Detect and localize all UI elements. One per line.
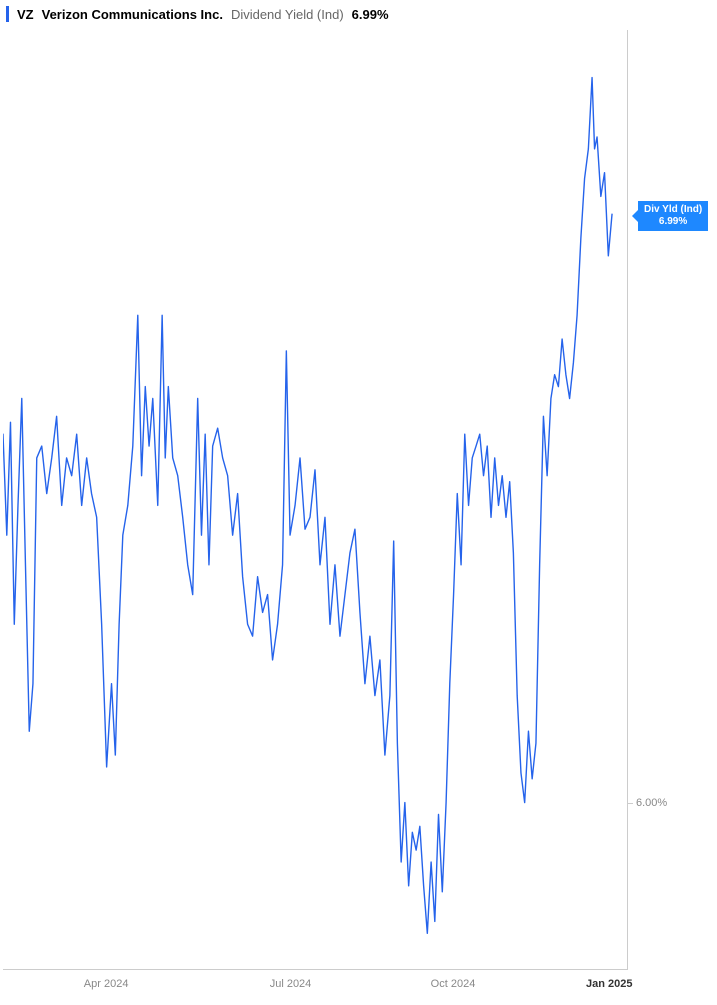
chart-plot-area[interactable] (3, 30, 628, 970)
chart-header: VZ Verizon Communications Inc. Dividend … (6, 6, 389, 22)
company-name: Verizon Communications Inc. (42, 7, 223, 22)
x-tick-label: Apr 2024 (84, 978, 129, 990)
line-chart-svg (3, 30, 627, 969)
x-tick-label: Jul 2024 (270, 978, 312, 990)
flag-label: Div Yld (Ind) (644, 204, 702, 215)
y-tick-mark (628, 803, 633, 804)
x-tick-label: Jan 2025 (586, 978, 632, 990)
ticker-accent-bar (6, 6, 9, 22)
ticker-symbol: VZ (17, 7, 34, 22)
flag-value: 6.99% (659, 216, 687, 227)
y-tick-label: 6.00% (636, 797, 667, 809)
current-value-flag: Div Yld (Ind) 6.99% (638, 201, 708, 231)
metric-label: Dividend Yield (Ind) (231, 7, 344, 22)
x-tick-label: Oct 2024 (431, 978, 476, 990)
metric-value: 6.99% (352, 7, 389, 22)
